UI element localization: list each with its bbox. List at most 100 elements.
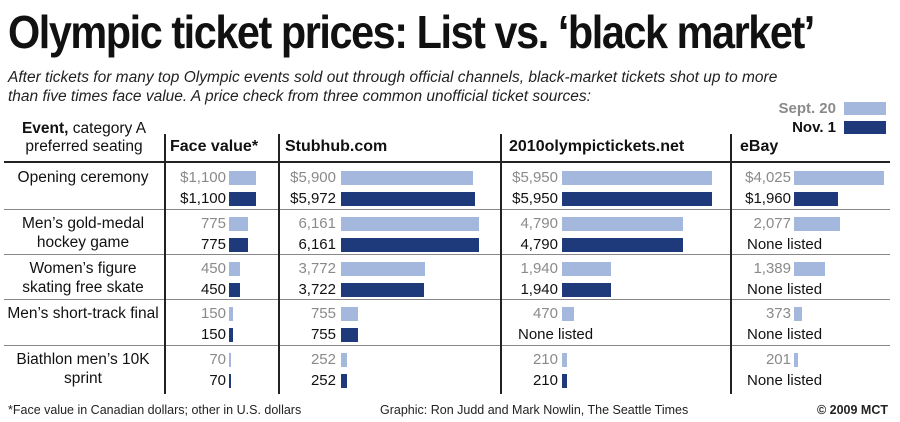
- bar-sept: [341, 353, 347, 367]
- value-label-nov: $5,972: [290, 190, 336, 207]
- value-label-sept: 6,161: [298, 215, 336, 232]
- value-label-sept: $5,950: [512, 169, 558, 186]
- value-label-sept: 4,790: [520, 215, 558, 232]
- bar-sept: [562, 307, 574, 321]
- legend-swatch-nov: [844, 121, 886, 134]
- value-label-nov: 4,790: [520, 236, 558, 253]
- value-label-nov: $1,960: [745, 190, 791, 207]
- value-label-sept: $4,025: [745, 169, 791, 186]
- row-divider: [4, 345, 890, 346]
- bar-nov: [562, 374, 567, 388]
- value-label-sept: 201: [765, 351, 791, 368]
- bar-sept: [794, 171, 884, 185]
- bar-sept: [341, 307, 358, 321]
- footnote: *Face value in Canadian dollars; other i…: [8, 403, 302, 417]
- bar-nov: [341, 238, 479, 252]
- legend-label-nov: Nov. 1: [792, 119, 836, 136]
- value-label-nov: 252: [310, 372, 336, 389]
- event-label: Men’s short-track final: [7, 305, 159, 322]
- bar-sept: [341, 171, 473, 185]
- chart-title: Olympic ticket prices: List vs. ‘black m…: [8, 6, 815, 58]
- bar-nov: [562, 238, 683, 252]
- bar-sept: [229, 353, 231, 367]
- column-header-stubhub: Stubhub.com: [285, 138, 388, 155]
- bar-sept: [562, 217, 683, 231]
- value-label-sept: 1,940: [520, 260, 558, 277]
- event-label: Biathlon men’s 10K sprint: [16, 351, 150, 387]
- row-divider: [4, 299, 890, 300]
- bar-sept: [229, 217, 248, 231]
- legend-item-sept: Sept. 20: [778, 100, 886, 117]
- column-header-ebay: eBay: [740, 138, 779, 155]
- column-divider: [500, 134, 502, 394]
- column-header-2010olympictickets: 2010olympictickets.net: [509, 138, 685, 155]
- value-label-nov: 70: [209, 372, 226, 389]
- credit-line: Graphic: Ron Judd and Mark Nowlin, The S…: [380, 403, 689, 417]
- none-listed-label: None listed: [747, 372, 823, 389]
- value-label-nov: 775: [200, 236, 226, 253]
- bar-nov: [229, 328, 233, 342]
- legend-swatch-sept: [844, 102, 886, 115]
- value-label-nov: 3,722: [298, 281, 336, 298]
- legend-label-sept: Sept. 20: [778, 100, 836, 117]
- bar-nov: [229, 374, 231, 388]
- bar-sept: [229, 171, 256, 185]
- bar-nov: [341, 374, 347, 388]
- column-header-face-value: Face value*: [170, 138, 259, 155]
- value-label-sept: 450: [200, 260, 226, 277]
- bar-nov: [229, 238, 248, 252]
- value-label-sept: 373: [765, 305, 791, 322]
- event-label: Opening ceremony: [17, 169, 149, 186]
- bar-nov: [341, 328, 358, 342]
- legend-item-nov: Nov. 1: [792, 119, 886, 136]
- bar-sept: [341, 217, 479, 231]
- value-label-sept: 210: [532, 351, 558, 368]
- value-label-nov: $1,100: [180, 190, 226, 207]
- bar-sept: [794, 217, 840, 231]
- value-label-sept: 470: [532, 305, 558, 322]
- bar-sept: [229, 307, 233, 321]
- value-label-sept: 2,077: [753, 215, 791, 232]
- none-listed-label: None listed: [747, 326, 823, 343]
- value-label-nov: $5,950: [512, 190, 558, 207]
- chart-subtitle: After tickets for many top Olympic event…: [8, 69, 778, 105]
- event-header-bold: Event,: [21, 120, 69, 137]
- bar-nov: [562, 283, 611, 297]
- value-label-sept: 252: [310, 351, 336, 368]
- column-divider: [278, 134, 280, 394]
- value-label-nov: 755: [310, 326, 336, 343]
- value-label-nov: 210: [532, 372, 558, 389]
- value-label-sept: 775: [200, 215, 226, 232]
- bar-nov: [341, 283, 424, 297]
- value-label-nov: 150: [200, 326, 226, 343]
- value-label-sept: 1,389: [753, 260, 791, 277]
- bar-sept: [794, 262, 825, 276]
- bar-nov: [562, 192, 712, 206]
- value-label-sept: $5,900: [290, 169, 336, 186]
- event-column-header: Event, category A preferred seating: [4, 120, 164, 156]
- value-label-nov: 6,161: [298, 236, 336, 253]
- event-header-rest: category A preferred seating: [25, 120, 147, 155]
- bar-sept: [562, 171, 712, 185]
- value-label-sept: $1,100: [180, 169, 226, 186]
- bar-nov: [341, 192, 475, 206]
- row-divider: [4, 254, 890, 255]
- bar-nov: [794, 192, 838, 206]
- none-listed-label: None listed: [747, 281, 823, 298]
- bar-sept: [562, 262, 611, 276]
- value-label-sept: 755: [310, 305, 336, 322]
- header-rule: [4, 161, 890, 163]
- bar-sept: [229, 262, 240, 276]
- value-label-sept: 3,772: [298, 260, 336, 277]
- none-listed-label: None listed: [518, 326, 594, 343]
- row-divider: [4, 209, 890, 210]
- bar-sept: [794, 307, 802, 321]
- bar-nov: [229, 283, 240, 297]
- value-label-nov: 450: [200, 281, 226, 298]
- value-label-sept: 70: [209, 351, 226, 368]
- event-label: Men’s gold-medal hockey game: [21, 215, 145, 251]
- copyright: © 2009 MCT: [816, 403, 888, 417]
- column-divider: [164, 134, 166, 394]
- bar-sept: [341, 262, 425, 276]
- event-label: Women’s figure skating free skate: [22, 260, 144, 296]
